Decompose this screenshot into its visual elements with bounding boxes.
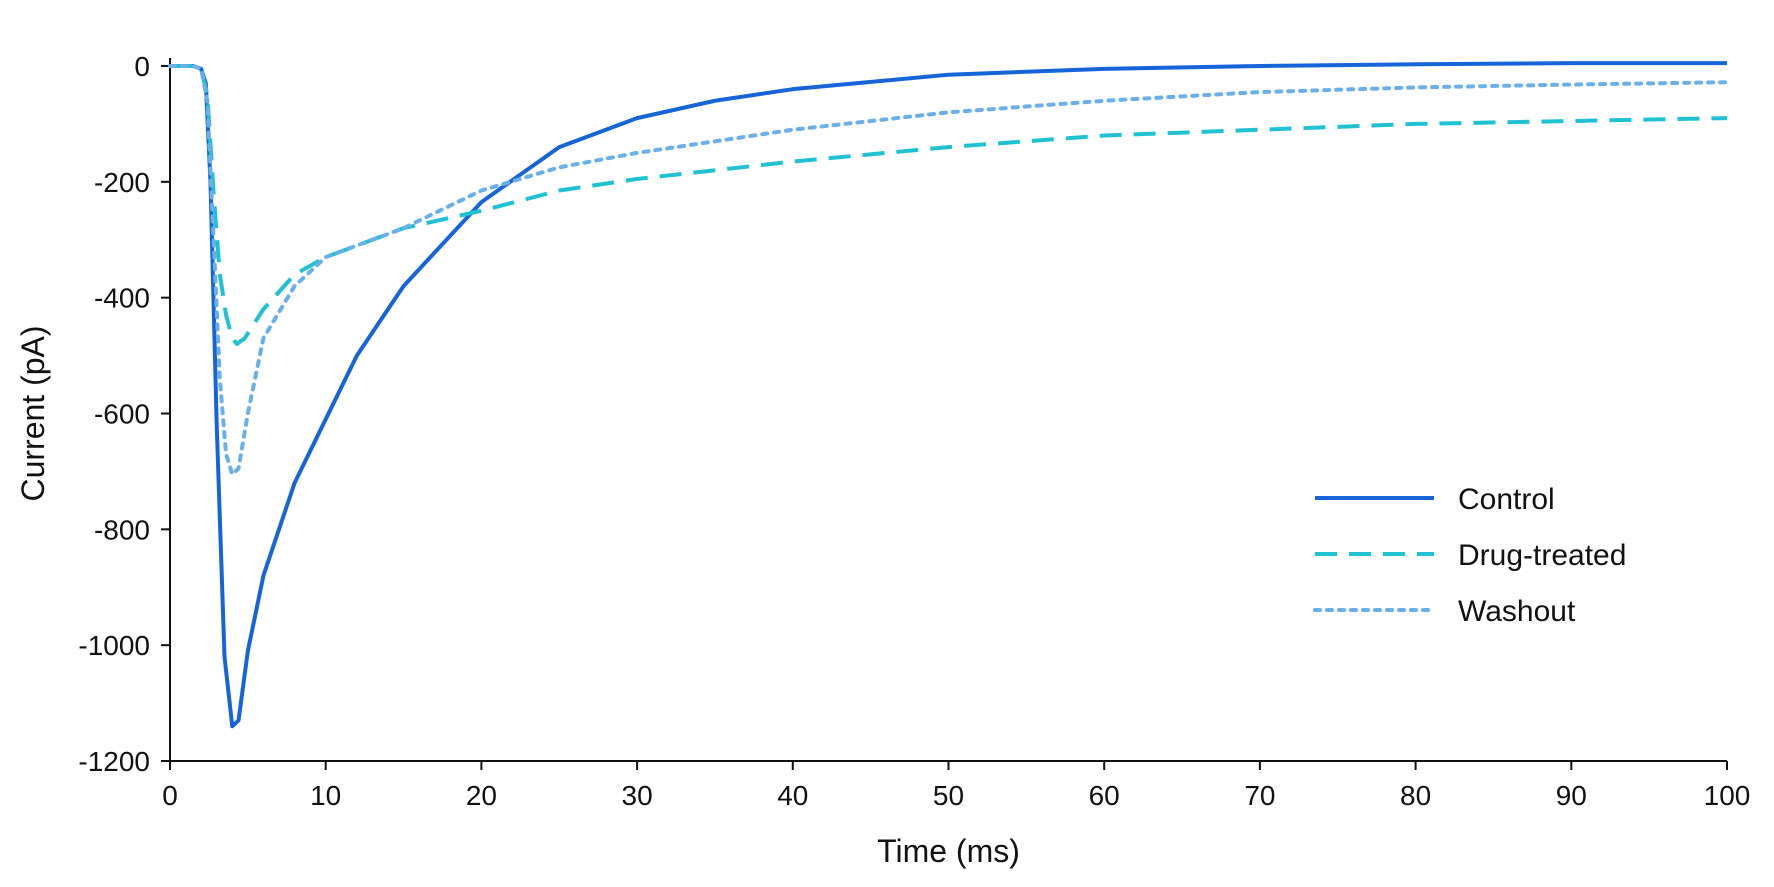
series-line-drug-treated <box>170 64 1728 346</box>
ticks: 0 10 20 30 40 50 60 70 80 90 100 0 -200 -400 -600 -800 -… <box>78 51 1750 811</box>
y-axis-title: Current (pA) <box>15 325 51 501</box>
legend: Control Drug-treated Washout <box>1313 483 1626 628</box>
x-tick-label: 90 <box>1556 780 1587 811</box>
y-tick-label: -200 <box>94 167 150 198</box>
y-tick-label: 0 <box>134 51 150 82</box>
series-layer <box>168 61 1729 729</box>
x-tick-label: 70 <box>1244 780 1275 811</box>
y-tick-label: -800 <box>94 514 150 545</box>
series-line-washout <box>168 64 1729 477</box>
x-tick-label: 100 <box>1704 780 1751 811</box>
legend-label-drug-treated: Drug-treated <box>1458 539 1626 572</box>
x-tick-label: 40 <box>777 780 808 811</box>
y-tick-label: -1200 <box>78 746 150 777</box>
y-tick-label: -600 <box>94 399 150 430</box>
x-tick-label: 30 <box>622 780 653 811</box>
axes <box>169 58 1727 762</box>
x-tick-label: 60 <box>1089 780 1120 811</box>
x-tick-label: 0 <box>162 780 178 811</box>
x-axis-title: Time (ms) <box>877 833 1020 869</box>
legend-label-control: Control <box>1458 483 1555 516</box>
x-tick-label: 80 <box>1400 780 1431 811</box>
y-tick-label: -400 <box>94 283 150 314</box>
x-tick-label: 20 <box>466 780 497 811</box>
x-tick-label: 50 <box>933 780 964 811</box>
y-tick-label: -1000 <box>78 630 150 661</box>
x-tick-label: 10 <box>310 780 341 811</box>
legend-label-washout: Washout <box>1458 595 1576 628</box>
